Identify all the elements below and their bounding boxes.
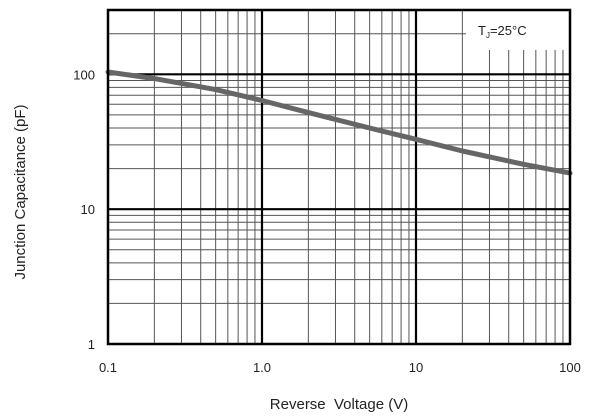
- y-tick-labels: 1 10 100: [73, 67, 95, 352]
- annotation-box: [466, 10, 570, 50]
- annotation-rest: =25°C: [490, 23, 527, 38]
- series-layer: [105, 69, 573, 176]
- grid-minor-lines: [108, 10, 570, 344]
- y-axis-title: Junction Capacitance (pF): [12, 104, 29, 279]
- x-tick-label: 10: [409, 360, 423, 375]
- annotation-subscript: J: [486, 31, 490, 40]
- x-tick-labels: 0.1 1.0 10 100: [99, 360, 581, 375]
- y-tick-label: 10: [81, 202, 95, 217]
- capacitance-curve-0: [105, 69, 573, 176]
- x-tick-label: 0.1: [99, 360, 117, 375]
- plot-frame: [106, 8, 572, 346]
- annotation-main: T: [478, 23, 486, 38]
- x-tick-label: 100: [559, 360, 581, 375]
- x-axis-title: Reverse Voltage (V): [270, 396, 408, 413]
- grid-major-lines: [108, 10, 570, 344]
- y-tick-label: 1: [88, 337, 95, 352]
- temperature-annotation: TJ=25°C: [478, 23, 527, 40]
- x-tick-label: 1.0: [253, 360, 271, 375]
- y-tick-label: 100: [73, 67, 95, 82]
